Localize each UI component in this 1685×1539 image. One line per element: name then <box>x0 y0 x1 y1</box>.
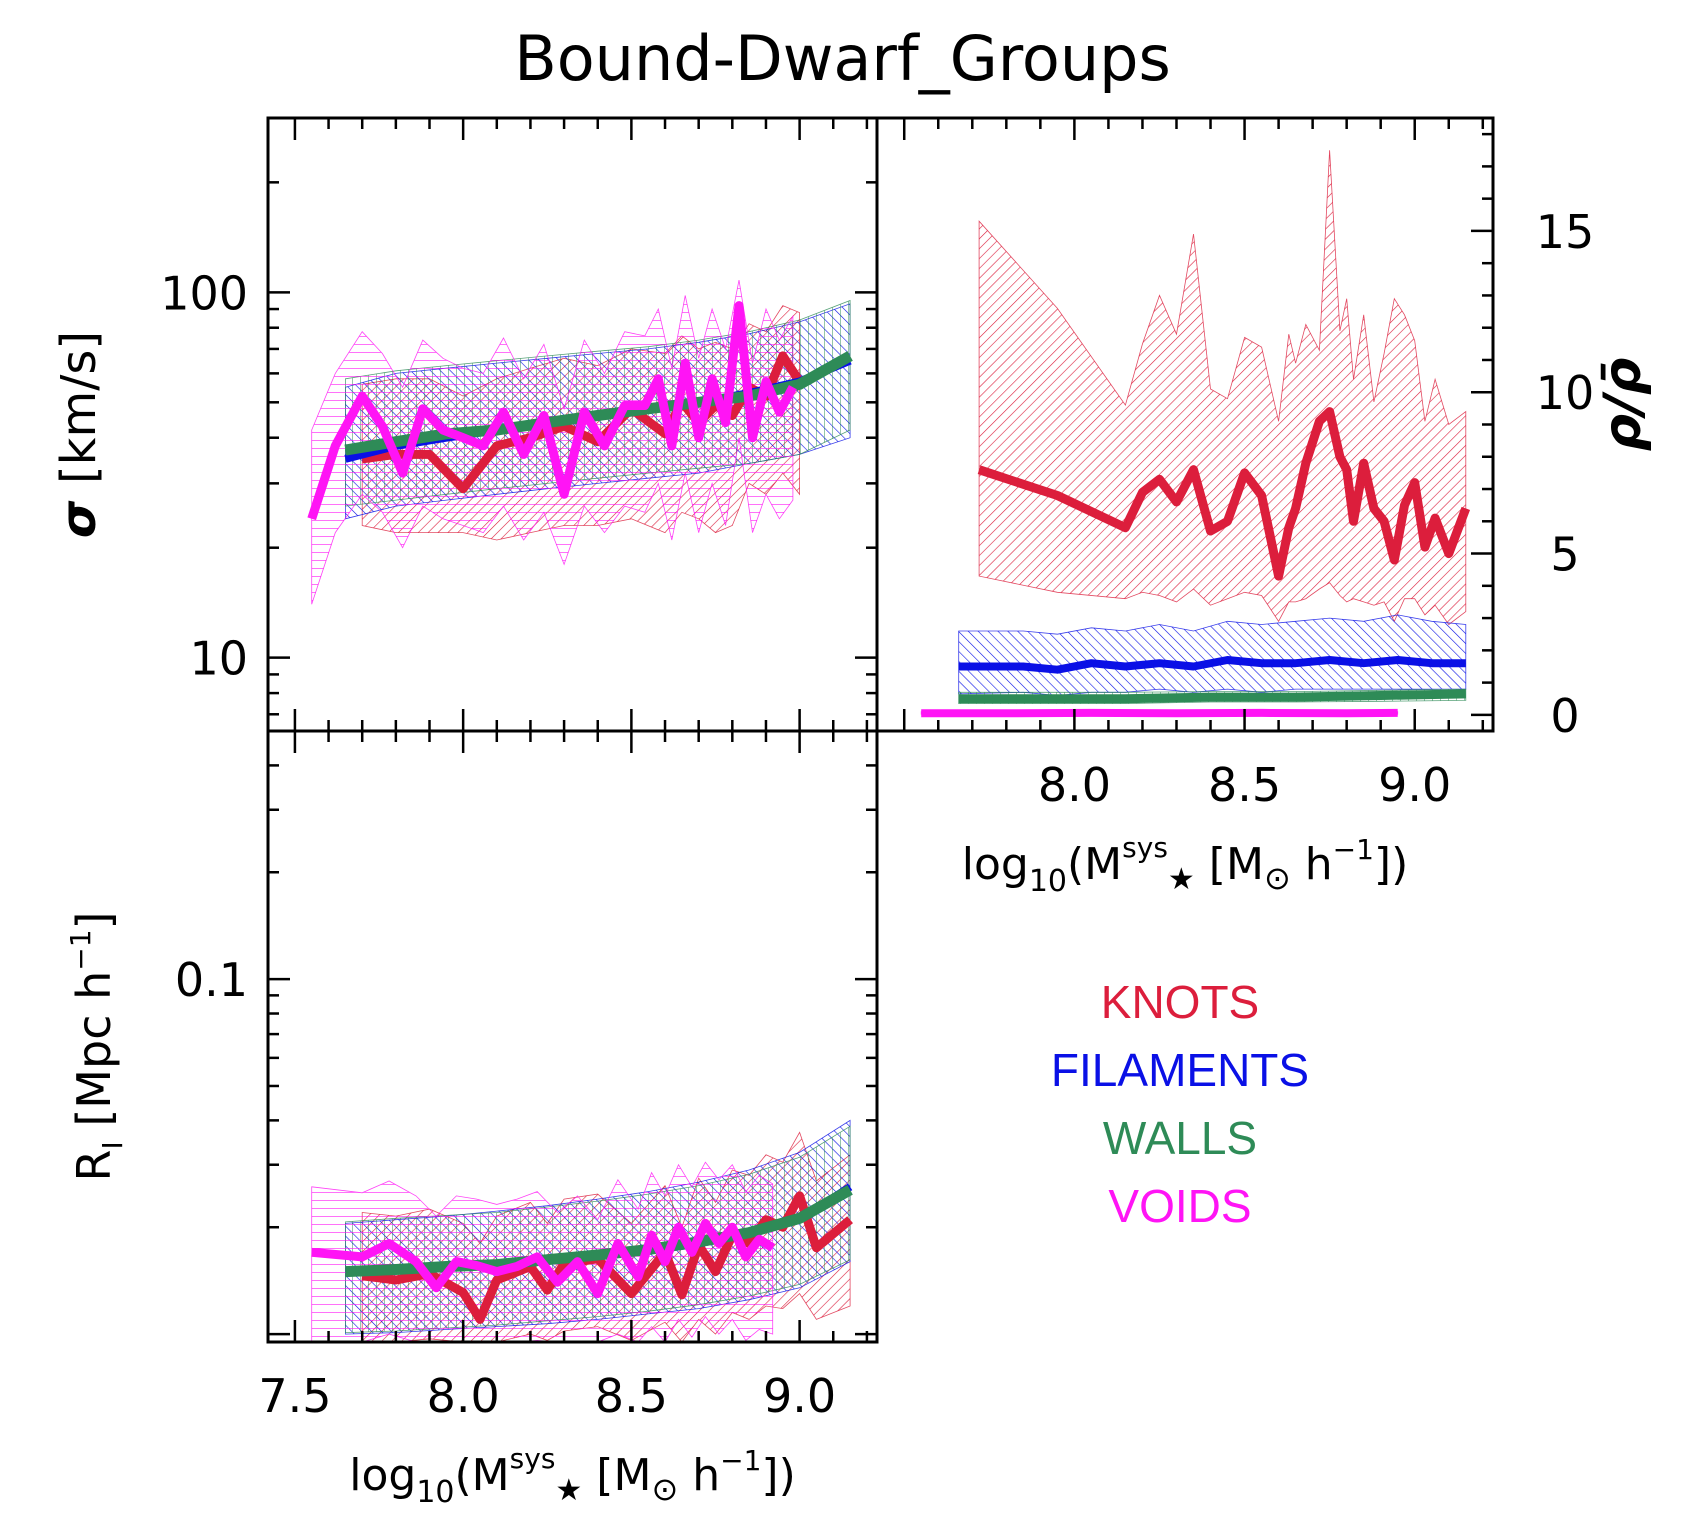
ytick-label-rho: 0 <box>1550 689 1579 743</box>
x-axis-label-radius: log10(Msys★ [M⊙ h−1]) <box>349 1442 796 1510</box>
series-line-rho-walls <box>958 689 1466 704</box>
series-line-rho-filaments <box>958 656 1466 674</box>
panel-sigma: 10 100 σ [km/s] <box>51 116 879 733</box>
xtick-label-rho: 8.0 <box>1038 758 1111 812</box>
plot-area-sigma <box>307 280 853 605</box>
ytick-label-rho: 15 <box>1536 205 1595 259</box>
ytick-label-rho: 5 <box>1550 528 1579 582</box>
ytick-label-rho: 10 <box>1536 366 1595 420</box>
ytick-label-radius: 0.1 <box>175 953 248 1007</box>
x-axis-label-rho: log10(Msys★ [M⊙ h−1]) <box>962 831 1409 899</box>
xtick-label-rho: 9.0 <box>1378 758 1451 812</box>
band-rho-filaments <box>958 614 1467 696</box>
legend-item-knots: KNOTS <box>1100 976 1260 1028</box>
series-line-radius-walls <box>345 1185 853 1278</box>
panel-rho: 0 5 10 15 8.0 8.5 9.0 log10(Msys★ [M⊙ h−1]) ρ/ρ̄ <box>875 116 1653 899</box>
xtick-label-radius: 7.5 <box>258 1369 331 1423</box>
band-radius-voids <box>311 1161 774 1342</box>
legend-item-voids: VOIDS <box>1108 1180 1252 1232</box>
ytick-label-sigma: 10 <box>189 632 248 686</box>
xtick-label-radius: 8.5 <box>595 1369 668 1423</box>
series-line-sigma-voids <box>307 301 797 521</box>
ytick-label-sigma: 100 <box>160 266 248 320</box>
legend-item-walls: WALLS <box>1102 1112 1258 1164</box>
xtick-label-rho: 8.5 <box>1208 758 1281 812</box>
xtick-label-radius: 8.0 <box>427 1369 500 1423</box>
series-line-rho-knots <box>977 407 1471 581</box>
legend: KNOTS FILAMENTS WALLS VOIDS <box>1010 968 1350 1240</box>
band-rho-knots <box>978 150 1467 626</box>
chart-title: Bound-Dwarf_Groups <box>514 22 1171 95</box>
y-axis-label-radius: RI [Mpc h−1] <box>64 912 129 1182</box>
frame-radius <box>266 729 879 1344</box>
y-axis-label-sigma: σ [km/s] <box>51 331 107 538</box>
xtick-label-radius: 9.0 <box>763 1369 836 1423</box>
legend-item-filaments: FILAMENTS <box>1050 1044 1310 1096</box>
panel-radius: 0.1 7.5 8.0 8.5 9.0 log10(Msys★ [M⊙ h−1]) RI [… <box>64 729 879 1510</box>
series-line-radius-voids <box>311 1218 776 1299</box>
y-axis-label-rho: ρ/ρ̄ <box>1593 358 1653 451</box>
plot-area-rho <box>920 150 1471 718</box>
plot-area-radius <box>311 1119 853 1342</box>
